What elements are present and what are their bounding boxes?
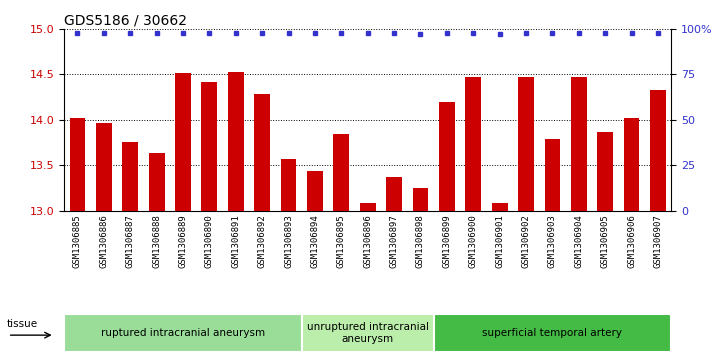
Bar [175, 73, 191, 211]
Bar [413, 188, 428, 211]
Text: GSM1306904: GSM1306904 [574, 215, 583, 268]
Text: GSM1306891: GSM1306891 [231, 215, 241, 268]
Text: GSM1306885: GSM1306885 [73, 215, 82, 268]
Text: GDS5186 / 30662: GDS5186 / 30662 [64, 14, 187, 28]
Bar [466, 77, 481, 211]
Text: GSM1306896: GSM1306896 [363, 215, 372, 268]
FancyBboxPatch shape [433, 314, 671, 352]
Text: GSM1306892: GSM1306892 [258, 215, 266, 268]
Bar [307, 171, 323, 211]
Text: GSM1306900: GSM1306900 [469, 215, 478, 268]
Text: GSM1306898: GSM1306898 [416, 215, 425, 268]
Text: superficial temporal artery: superficial temporal artery [483, 328, 623, 338]
Bar [333, 134, 349, 211]
Bar [69, 118, 86, 211]
Bar [149, 153, 164, 211]
Bar [545, 139, 560, 211]
Text: GSM1306886: GSM1306886 [99, 215, 109, 268]
Bar [122, 142, 138, 211]
Text: GSM1306888: GSM1306888 [152, 215, 161, 268]
Text: GSM1306887: GSM1306887 [126, 215, 135, 268]
Bar [228, 72, 243, 211]
Text: tissue: tissue [6, 319, 38, 329]
Text: unruptured intracranial
aneurysm: unruptured intracranial aneurysm [307, 322, 428, 344]
Bar [96, 123, 112, 211]
Text: GSM1306905: GSM1306905 [600, 215, 610, 268]
Bar [201, 82, 217, 211]
Bar [598, 132, 613, 211]
Text: GSM1306907: GSM1306907 [653, 215, 663, 268]
FancyBboxPatch shape [64, 314, 302, 352]
Text: GSM1306893: GSM1306893 [284, 215, 293, 268]
Bar [360, 203, 376, 211]
Text: GSM1306895: GSM1306895 [337, 215, 346, 268]
Text: GSM1306902: GSM1306902 [521, 215, 531, 268]
Text: GSM1306897: GSM1306897 [390, 215, 398, 268]
Bar [571, 77, 587, 211]
Text: GSM1306890: GSM1306890 [205, 215, 214, 268]
Text: GSM1306901: GSM1306901 [495, 215, 504, 268]
Text: GSM1306903: GSM1306903 [548, 215, 557, 268]
Bar [386, 177, 402, 211]
Bar [623, 118, 640, 211]
FancyBboxPatch shape [302, 314, 433, 352]
Bar [254, 94, 270, 211]
Text: GSM1306889: GSM1306889 [178, 215, 188, 268]
Bar [650, 90, 666, 211]
Bar [492, 203, 508, 211]
Bar [518, 77, 534, 211]
Text: ruptured intracranial aneurysm: ruptured intracranial aneurysm [101, 328, 265, 338]
Text: GSM1306894: GSM1306894 [311, 215, 319, 268]
Bar [281, 159, 296, 211]
Text: GSM1306906: GSM1306906 [627, 215, 636, 268]
Text: GSM1306899: GSM1306899 [443, 215, 451, 268]
Bar [439, 102, 455, 211]
